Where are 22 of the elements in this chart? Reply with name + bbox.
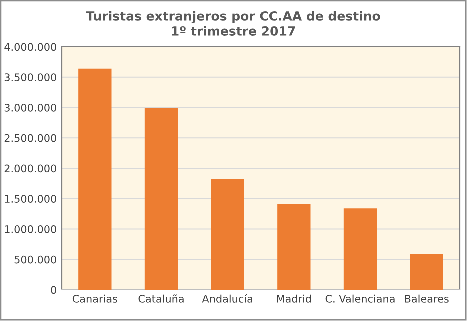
y-tick-label: 2.000.000 xyxy=(4,164,56,173)
y-tick-label: 3.500.000 xyxy=(4,74,56,82)
bar xyxy=(78,68,112,290)
x-tick-label: Andalucía xyxy=(202,294,252,303)
x-tick-label: Canarias xyxy=(72,294,118,303)
bar xyxy=(211,179,244,290)
x-tick-label: Cataluña xyxy=(138,294,184,303)
x-tick-label: C. Valenciana xyxy=(326,294,395,303)
bar xyxy=(410,254,444,290)
y-tick-label: 500.000 xyxy=(14,256,56,264)
bar xyxy=(144,108,178,290)
chart-title: Turistas extranjeros por CC.AA de destino 1º trimestre 2017 xyxy=(86,11,380,36)
y-tick-label: 1.000.000 xyxy=(5,225,56,234)
x-tick-label: Madrid xyxy=(277,294,312,303)
bar xyxy=(344,208,378,290)
y-tick-label: 1.500.000 xyxy=(5,195,56,203)
y-tick-label: 0 xyxy=(51,286,56,294)
y-tick-label: 4.000.000 xyxy=(4,43,56,52)
y-tick-label: 3.000.000 xyxy=(4,104,56,112)
bar xyxy=(278,204,311,290)
x-tick-label: Baleares xyxy=(405,294,449,303)
y-tick-label: 2.500.000 xyxy=(4,134,56,142)
